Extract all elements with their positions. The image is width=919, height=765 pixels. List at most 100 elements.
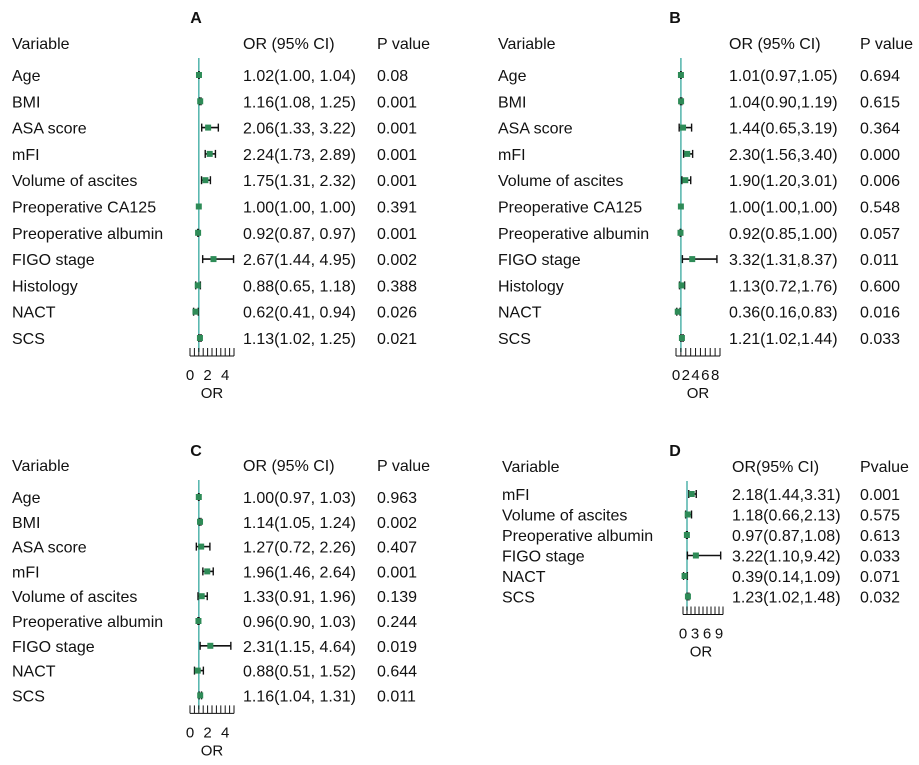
point-estimate	[194, 282, 201, 289]
forest-row: FIGO stage 3.32(1.31,8.37) 0.011	[498, 252, 899, 269]
or-ci-text: 1.90(1.20,3.01)	[729, 173, 838, 190]
forest-row: NACT 0.88(0.51, 1.52) 0.644	[12, 664, 417, 681]
x-axis-label: OR	[687, 385, 710, 402]
p-value-text: 0.613	[860, 528, 900, 545]
x-axis-label: OR	[201, 385, 224, 402]
or-ci-text: 2.31(1.15, 4.64)	[243, 639, 356, 656]
forest-row: Histology 0.88(0.65, 1.18) 0.388	[12, 278, 417, 295]
p-value-text: 0.026	[377, 305, 417, 322]
forest-row: BMI 1.04(0.90,1.19) 0.615	[498, 94, 900, 111]
forest-row: SCS 1.13(1.02, 1.25) 0.021	[12, 331, 417, 348]
panel-label: C	[190, 443, 202, 460]
x-tick-label: 4	[691, 367, 699, 384]
p-value-text: 0.694	[860, 68, 900, 85]
x-tick-label: 4	[221, 367, 229, 384]
point-estimate	[207, 642, 214, 649]
forest-row: SCS 1.21(1.02,1.44) 0.033	[498, 331, 900, 348]
or-ci-text: 0.39(0.14,1.09)	[732, 569, 841, 586]
forest-row: FIGO stage 3.22(1.10,9.42) 0.033	[502, 549, 900, 566]
p-value-text: 0.071	[860, 569, 900, 586]
header-p-value: P value	[377, 458, 430, 475]
x-tick-label: 6	[701, 367, 709, 384]
or-ci-text: 1.44(0.65,3.19)	[729, 121, 838, 138]
point-estimate	[195, 618, 202, 624]
forest-panel-a: A Variable OR (95% CI) P value Age 1.02(1.00,…	[12, 10, 430, 402]
forest-panel-b: B Variable OR (95% CI) P value Age 1.01(0.97,…	[498, 10, 913, 402]
header-variable: Variable	[12, 458, 70, 475]
or-ci-text: 2.30(1.56,3.40)	[729, 147, 838, 164]
point-estimate	[684, 511, 691, 518]
variable-label: ASA score	[498, 121, 573, 138]
forest-row: NACT 0.36(0.16,0.83) 0.016	[498, 305, 900, 322]
variable-label: NACT	[12, 305, 56, 322]
variable-label: Volume of ascites	[502, 508, 627, 525]
variable-label: Preoperative albumin	[498, 226, 649, 243]
p-value-text: 0.002	[377, 515, 417, 532]
header-variable: Variable	[12, 36, 70, 53]
p-value-text: 0.001	[860, 487, 900, 504]
variable-label: ASA score	[12, 540, 87, 557]
or-ci-text: 0.96(0.90, 1.03)	[243, 614, 356, 631]
point-estimate	[195, 72, 202, 78]
header-or-ci: OR(95% CI)	[732, 459, 819, 476]
variable-label: BMI	[12, 515, 40, 532]
x-tick-label: 8	[711, 367, 719, 384]
p-value-text: 0.002	[377, 252, 417, 269]
header-or-ci: OR (95% CI)	[729, 36, 821, 53]
point-estimate	[683, 532, 690, 538]
p-value-text: 0.548	[860, 200, 900, 217]
or-ci-text: 1.14(1.05, 1.24)	[243, 515, 356, 532]
variable-label: Volume of ascites	[498, 173, 623, 190]
p-value-text: 0.407	[377, 540, 417, 557]
or-ci-text: 0.88(0.51, 1.52)	[243, 664, 356, 681]
p-value-text: 0.001	[377, 147, 417, 164]
or-ci-text: 2.67(1.44, 4.95)	[243, 252, 356, 269]
variable-label: Age	[498, 68, 527, 85]
variable-label: NACT	[498, 305, 542, 322]
forest-row: NACT 0.39(0.14,1.09) 0.071	[502, 569, 900, 586]
panel-label: A	[190, 10, 202, 27]
forest-row: Volume of ascites 1.75(1.31, 2.32) 0.001	[12, 173, 417, 190]
point-estimate	[197, 518, 204, 525]
panel-label: D	[669, 443, 681, 460]
p-value-text: 0.615	[860, 94, 900, 111]
point-estimate	[674, 308, 681, 315]
variable-label: SCS	[502, 590, 535, 607]
p-value-text: 0.600	[860, 278, 900, 295]
or-ci-text: 2.24(1.73, 2.89)	[243, 147, 356, 164]
x-tick-label: 9	[715, 626, 723, 643]
point-estimate	[195, 203, 202, 210]
header-variable: Variable	[502, 459, 560, 476]
point-estimate	[198, 593, 205, 600]
variable-label: Preoperative albumin	[12, 226, 163, 243]
point-estimate	[678, 335, 685, 341]
variable-label: Histology	[12, 278, 78, 295]
forest-row: mFI 2.24(1.73, 2.89) 0.001	[12, 147, 417, 164]
point-estimate	[210, 256, 217, 263]
p-value-text: 0.006	[860, 173, 900, 190]
p-value-text: 0.001	[377, 173, 417, 190]
point-estimate	[192, 308, 199, 315]
p-value-text: 0.644	[377, 664, 417, 681]
forest-row: mFI 2.18(1.44,3.31) 0.001	[502, 487, 900, 504]
variable-label: ASA score	[12, 121, 87, 138]
forest-row: Preoperative albumin 0.97(0.87,1.08) 0.613	[502, 528, 900, 545]
p-value-text: 0.019	[377, 639, 417, 656]
p-value-text: 0.033	[860, 331, 900, 348]
p-value-text: 0.08	[377, 68, 408, 85]
p-value-text: 0.000	[860, 147, 900, 164]
forest-row: Preoperative albumin 0.92(0.85,1.00) 0.057	[498, 226, 900, 243]
variable-label: BMI	[12, 94, 40, 111]
x-tick-label: 0	[679, 626, 687, 643]
or-ci-text: 1.96(1.46, 2.64)	[243, 564, 356, 581]
p-value-text: 0.033	[860, 549, 900, 566]
x-axis: 0 3 6 9OR	[679, 606, 724, 661]
forest-row: Age 1.02(1.00, 1.04) 0.08	[12, 68, 408, 85]
p-value-text: 0.057	[860, 226, 900, 243]
forest-row: SCS 1.23(1.02,1.48) 0.032	[502, 590, 900, 607]
point-estimate	[680, 124, 687, 131]
forest-row: ASA score 2.06(1.33, 3.22) 0.001	[12, 121, 417, 138]
or-ci-text: 0.36(0.16,0.83)	[729, 305, 838, 322]
x-tick-label: 0	[672, 367, 680, 384]
